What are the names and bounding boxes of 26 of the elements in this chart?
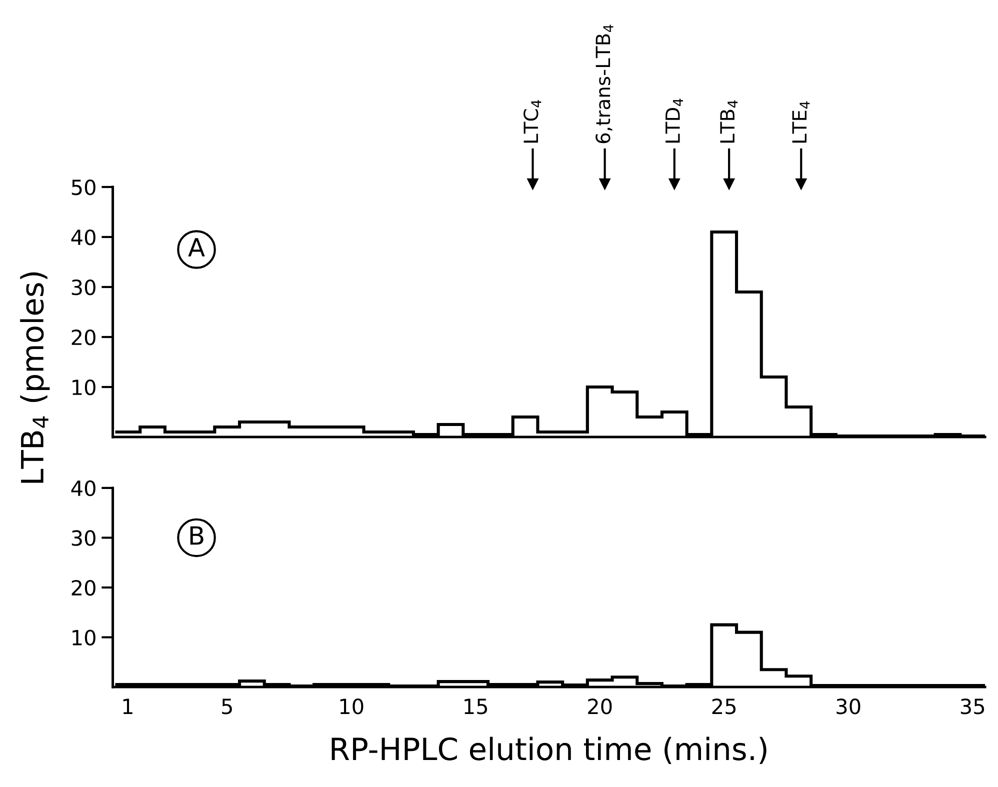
ref-line-label: LTC$_{4}$	[524, 100, 542, 143]
y-tick-label: 30	[72, 530, 96, 546]
ref-line-label: LTB$_{4}$	[720, 100, 738, 143]
x-tick-label: 10	[340, 698, 364, 714]
x-tick-label: 25	[712, 698, 736, 714]
y-axis-title: LTB$_{4}$ (pmoles)	[20, 272, 50, 483]
x-tick-label: 30	[836, 698, 860, 714]
y-tick-label: 40	[71, 229, 96, 246]
ref-line-label: LTD$_{4}$	[666, 98, 683, 143]
annotation: B	[190, 526, 204, 545]
x-tick-label: 5	[222, 698, 232, 714]
ref-line-label: 6,trans-LTB$_{4}$	[596, 24, 614, 144]
x-tick-label: 35	[960, 698, 984, 714]
x-tick-label: 20	[588, 698, 612, 714]
x-tick-label: 15	[464, 698, 488, 714]
y-tick-label: 20	[72, 580, 96, 596]
y-tick-label: 10	[72, 630, 96, 646]
x-tick-label: 1	[123, 698, 132, 714]
x-axis-title: RP-HPLC elution time (mins.)	[332, 736, 766, 764]
y-tick-label: 40	[71, 480, 96, 496]
y-tick-label: 20	[72, 329, 96, 346]
y-tick-label: 30	[72, 279, 96, 296]
ref-line-label: LTE$_{4}$	[792, 101, 810, 143]
y-tick-label: 50	[72, 179, 96, 196]
annotation: A	[188, 238, 205, 256]
y-tick-label: 10	[72, 379, 96, 396]
